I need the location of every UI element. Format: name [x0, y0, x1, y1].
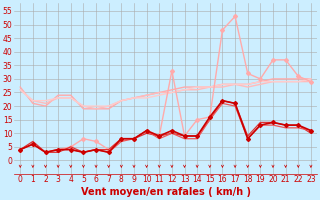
- X-axis label: Vent moyen/en rafales ( km/h ): Vent moyen/en rafales ( km/h ): [81, 187, 251, 197]
